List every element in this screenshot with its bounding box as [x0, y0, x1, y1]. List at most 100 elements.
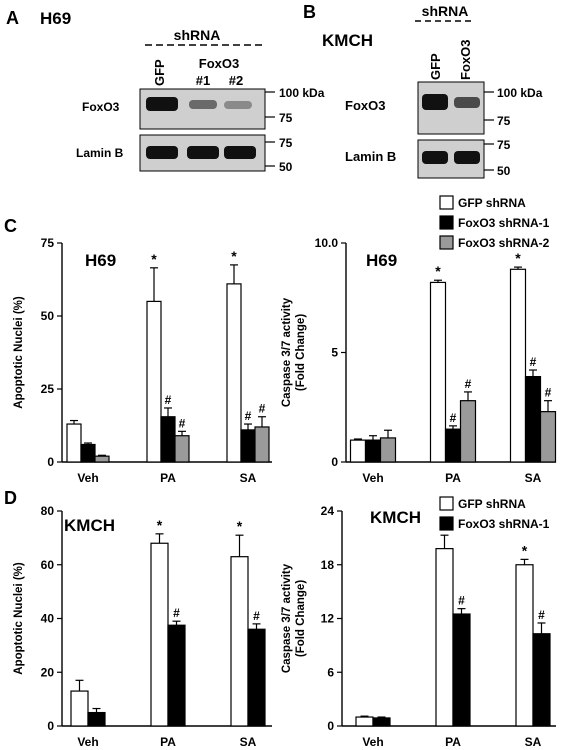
chart-d-apoptotic-nuclei: 0 20 40 60 80 Apoptotic Nuclei (%) KMCH Veh * # PA…: [13, 504, 272, 749]
significance-star: *: [522, 542, 528, 558]
bar: [240, 429, 256, 463]
y-tick-label: 10.0: [315, 236, 339, 250]
x-tick-label: PA: [445, 471, 461, 485]
panel-a-lane-1: #1: [196, 73, 210, 88]
bar: [515, 564, 534, 727]
chart-cell-line: H69: [85, 251, 116, 270]
panel-b-lane-gfp: GFP: [428, 53, 443, 80]
panel-c-letter: C: [4, 216, 17, 236]
bar: [160, 416, 176, 463]
y-axis-label: Apoptotic Nuclei (%): [13, 562, 25, 675]
panel-b-letter: B: [303, 2, 316, 22]
bar: [247, 628, 266, 727]
x-tick-label: Veh: [77, 471, 98, 485]
chart-cell-line: KMCH: [64, 516, 115, 535]
bar: [66, 423, 82, 463]
panel-a: A H69 shRNA GFP FoxO3 #1 #2 FoxO3 100 kD…: [6, 8, 325, 174]
y-tick-label: 25: [41, 382, 55, 396]
significance-star: *: [237, 518, 243, 534]
panel-a-blot-foxo3-label: FoxO3: [82, 100, 120, 114]
y-tick-label: 0: [327, 719, 334, 733]
bar: [429, 281, 447, 463]
bar: [355, 716, 374, 727]
band: [224, 101, 252, 109]
y-tick-label: 80: [41, 504, 55, 518]
panel-d-letter: D: [4, 488, 17, 508]
bar: [459, 400, 477, 463]
chart-c-apoptotic-nuclei: 0 25 50 75 Apoptotic Nuclei (%) H69 Veh * # # PA * #…: [13, 236, 272, 485]
band: [146, 146, 178, 159]
x-tick-label: SA: [525, 735, 542, 749]
bar: [444, 428, 462, 463]
significance-star: *: [231, 248, 237, 264]
y-tick-label: 40: [41, 612, 55, 626]
panel-a-marker-75: 75: [279, 111, 293, 125]
y-tick-label: 60: [41, 558, 55, 572]
y-tick-label: 12: [321, 612, 335, 626]
legend-label: FoxO3 shRNA-2: [458, 236, 550, 250]
x-tick-label: PA: [445, 735, 461, 749]
x-tick-label: SA: [525, 471, 542, 485]
significance-hash: #: [545, 386, 552, 400]
bar: [87, 711, 106, 727]
band: [422, 94, 448, 110]
y-axis-label: (Fold Change): [295, 314, 307, 391]
panel-a-marker-50: 50: [279, 160, 293, 174]
legend-swatch: [439, 195, 454, 210]
panel-b-marker-75b: 75: [497, 138, 511, 152]
bar: [372, 717, 391, 727]
significance-hash: #: [465, 377, 472, 391]
chart-cell-line: H69: [366, 251, 397, 270]
panel-b: B KMCH shRNA GFP FoxO3 FoxO3 100 kDa 75 …: [303, 2, 543, 179]
bar: [254, 426, 270, 463]
band: [189, 100, 217, 109]
panel-a-marker-100: 100 kDa: [279, 86, 325, 100]
bar: [174, 435, 190, 463]
panel-b-marker-100: 100 kDa: [497, 86, 543, 100]
panel-b-lane-foxo3: FoxO3: [458, 40, 473, 80]
bar: [364, 439, 382, 463]
panel-b-marker-50: 50: [497, 164, 511, 178]
bar: [509, 268, 527, 463]
panel-b-marker-75: 75: [497, 114, 511, 128]
y-axis-label: Caspase 3/7 activity: [281, 297, 293, 407]
panel-a-shrna-header: shRNA: [174, 27, 221, 43]
chart-c-caspase-activity: 0 5 10.0 Caspase 3/7 activity (Fold Change) H…: [281, 195, 557, 485]
panel-a-lane-2: #2: [229, 73, 243, 88]
panel-b-blot-foxo3-label: FoxO3: [345, 98, 385, 113]
y-tick-label: 24: [321, 504, 335, 518]
panel-a-letter: A: [6, 8, 19, 28]
band: [422, 151, 448, 164]
y-tick-label: 6: [327, 665, 334, 679]
bar: [379, 437, 397, 463]
bar: [524, 375, 542, 463]
y-tick-label: 0: [47, 455, 54, 469]
bar: [146, 300, 162, 463]
panel-a-lane-foxo3: FoxO3: [199, 56, 239, 71]
significance-star: *: [157, 517, 163, 533]
x-tick-label: SA: [240, 471, 257, 485]
significance-star: *: [515, 250, 521, 266]
y-axis-label: Apoptotic Nuclei (%): [13, 296, 25, 409]
x-tick-label: Veh: [77, 735, 98, 749]
significance-hash: #: [530, 355, 537, 369]
y-axis-label: Caspase 3/7 activity: [281, 563, 293, 673]
band: [454, 97, 480, 108]
significance-hash: #: [538, 608, 545, 622]
significance-hash: #: [245, 409, 252, 423]
bar: [226, 283, 242, 463]
significance-hash: #: [450, 411, 457, 425]
legend-swatch: [439, 215, 454, 230]
bar: [435, 548, 454, 727]
legend-swatch: [439, 496, 454, 511]
band: [454, 151, 480, 164]
significance-star: *: [151, 251, 157, 267]
panel-b-blot-laminb-label: Lamin B: [345, 149, 396, 164]
legend-label: FoxO3 shRNA-1: [458, 216, 550, 230]
band: [187, 146, 219, 159]
bar: [80, 443, 96, 463]
bar: [539, 411, 557, 463]
x-tick-label: PA: [160, 471, 176, 485]
band: [146, 97, 178, 111]
